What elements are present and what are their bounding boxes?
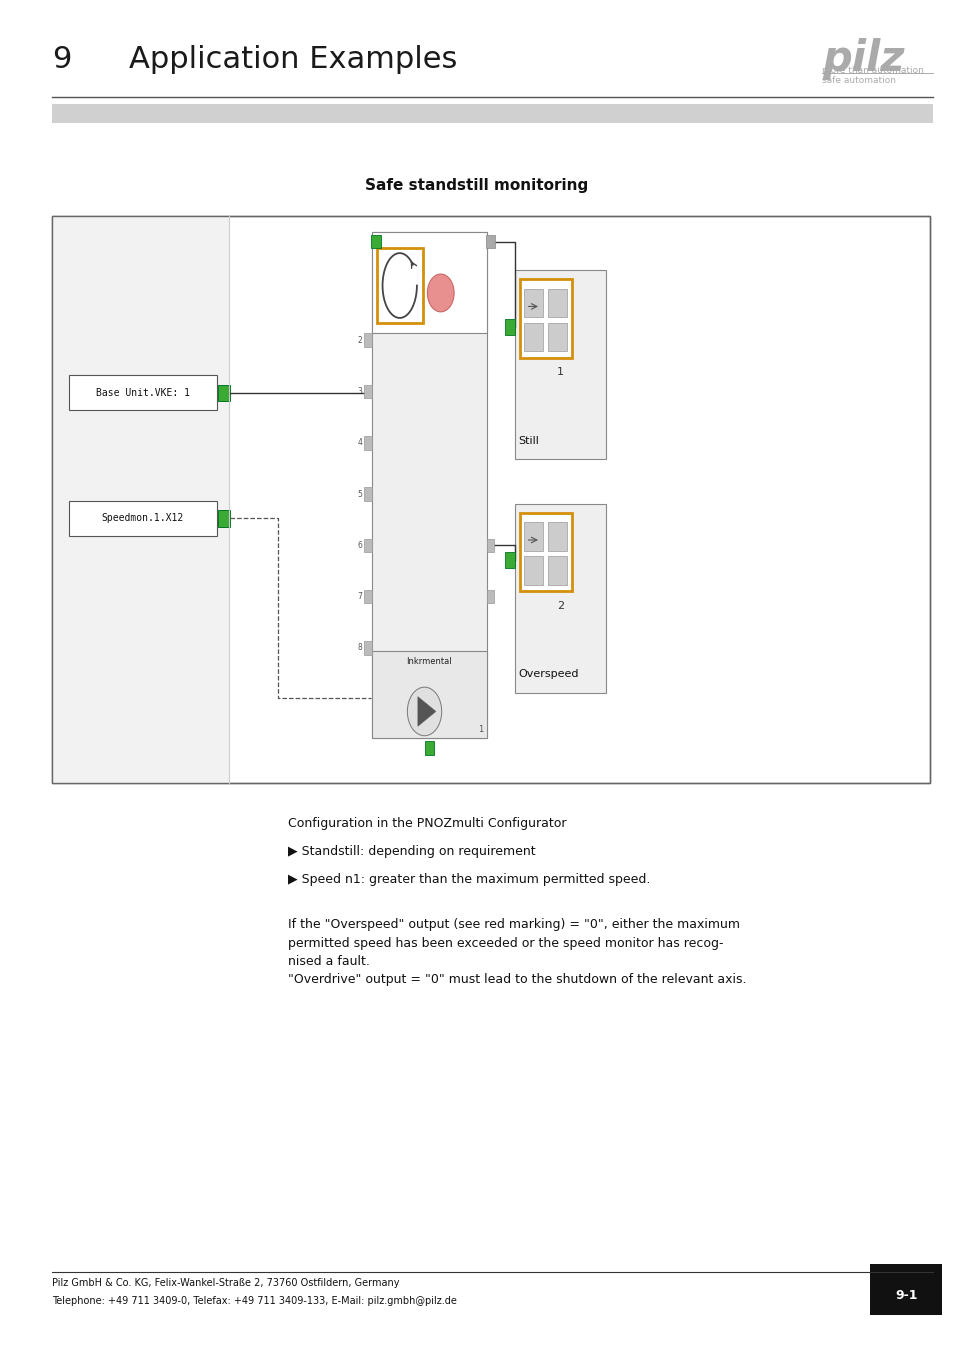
Text: If the "Overspeed" output (see red marking) = "0", either the maximum
permitted : If the "Overspeed" output (see red marki… [288,918,746,987]
Text: ▶ Standstill: depending on requirement: ▶ Standstill: depending on requirement [288,845,536,859]
Text: Pilz GmbH & Co. KG, Felix-Wankel-Straße 2, 73760 Ostfildern, Germany: Pilz GmbH & Co. KG, Felix-Wankel-Straße … [52,1278,399,1288]
FancyBboxPatch shape [547,556,566,585]
FancyBboxPatch shape [523,556,542,585]
FancyBboxPatch shape [69,375,216,410]
FancyBboxPatch shape [869,1264,941,1315]
FancyBboxPatch shape [547,323,566,351]
Text: 2: 2 [557,601,563,610]
FancyBboxPatch shape [547,522,566,551]
Text: ▶ Speed n1: greater than the maximum permitted speed.: ▶ Speed n1: greater than the maximum per… [288,873,650,887]
Text: 9-1: 9-1 [894,1289,917,1303]
Text: more than automation: more than automation [821,66,923,76]
Text: Base Unit.VKE: 1: Base Unit.VKE: 1 [95,387,190,398]
FancyBboxPatch shape [364,539,372,552]
FancyBboxPatch shape [515,504,605,693]
FancyBboxPatch shape [69,501,216,536]
FancyBboxPatch shape [424,741,434,755]
Circle shape [407,687,441,736]
Text: 9: 9 [52,45,71,73]
FancyBboxPatch shape [364,333,372,347]
FancyBboxPatch shape [486,590,494,603]
FancyBboxPatch shape [519,513,572,591]
FancyBboxPatch shape [364,436,372,450]
Text: 4: 4 [357,439,362,447]
FancyBboxPatch shape [364,385,372,398]
Text: 8: 8 [357,644,362,652]
FancyBboxPatch shape [52,104,932,123]
Text: Speedmon.1.X12: Speedmon.1.X12 [101,513,184,524]
FancyBboxPatch shape [52,216,229,783]
Text: Overspeed: Overspeed [517,670,578,679]
Text: pilz: pilz [821,38,903,80]
FancyBboxPatch shape [371,235,380,248]
FancyBboxPatch shape [364,590,372,603]
Circle shape [427,274,454,312]
FancyBboxPatch shape [218,385,230,401]
Text: Configuration in the PNOZmulti Configurator: Configuration in the PNOZmulti Configura… [288,817,566,830]
FancyBboxPatch shape [519,279,572,358]
FancyBboxPatch shape [504,552,515,568]
FancyBboxPatch shape [52,216,929,783]
FancyBboxPatch shape [372,651,486,738]
Text: Telephone: +49 711 3409-0, Telefax: +49 711 3409-133, E-Mail: pilz.gmbh@pilz.de: Telephone: +49 711 3409-0, Telefax: +49 … [52,1296,456,1305]
FancyBboxPatch shape [364,641,372,655]
Text: 1: 1 [557,367,563,377]
FancyBboxPatch shape [523,522,542,551]
Text: 1: 1 [477,725,483,734]
Text: Application Examples: Application Examples [129,45,456,73]
Text: 3: 3 [357,387,362,396]
FancyBboxPatch shape [547,289,566,317]
Text: Still: Still [517,436,538,446]
Text: safe automation: safe automation [821,76,896,85]
FancyBboxPatch shape [372,232,486,738]
FancyBboxPatch shape [486,539,494,552]
FancyBboxPatch shape [364,487,372,501]
FancyBboxPatch shape [218,510,230,526]
Text: Safe standstill monitoring: Safe standstill monitoring [365,178,588,193]
Text: 6: 6 [357,541,362,549]
Text: 5: 5 [357,490,362,498]
Text: 7: 7 [357,593,362,601]
FancyBboxPatch shape [376,248,422,323]
Polygon shape [417,697,436,726]
FancyBboxPatch shape [523,289,542,317]
FancyBboxPatch shape [504,319,515,335]
FancyBboxPatch shape [523,323,542,351]
FancyBboxPatch shape [485,235,495,248]
Text: Inkrmental: Inkrmental [406,657,452,667]
Text: 2: 2 [357,336,362,344]
FancyBboxPatch shape [372,232,486,333]
FancyBboxPatch shape [515,270,605,459]
